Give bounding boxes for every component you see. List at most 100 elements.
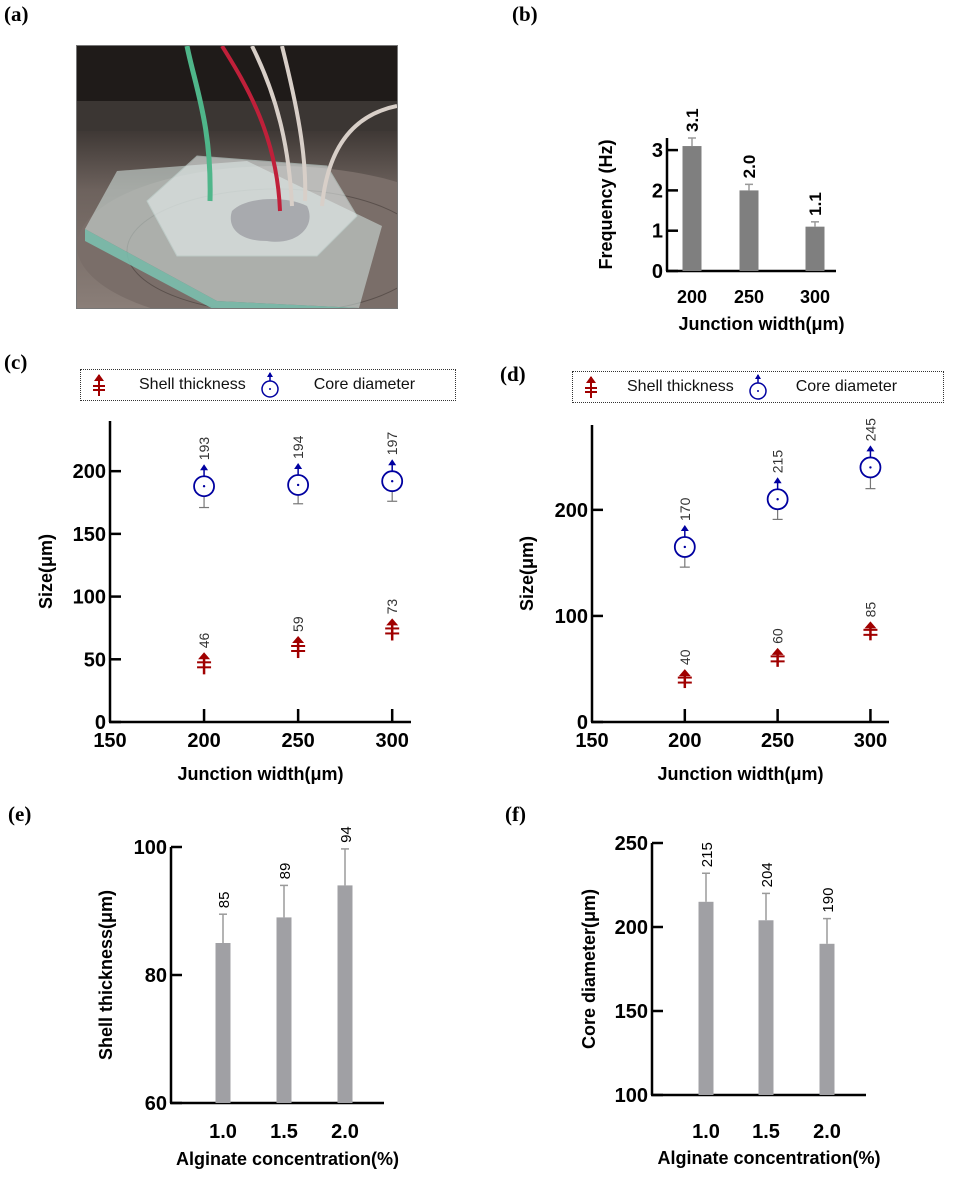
data-label: 1.1 [806,192,825,216]
shell-thickness-point: 73 [384,599,400,641]
y-axis-title: Shell thickness(μm) [96,890,116,1060]
panel-label-b: (b) [512,2,538,26]
arrow-head [680,524,689,531]
data-label: 197 [384,432,400,456]
x-axis-title: Alginate concentration(%) [176,1149,399,1169]
core-diameter-point: 194 [287,435,310,505]
x-tick-label: 250 [761,730,794,752]
data-label: 94 [338,826,355,843]
data-label: 40 [677,649,693,665]
x-tick-label: 300 [376,730,409,752]
arrow-head [866,445,875,452]
data-label: 73 [384,599,400,615]
legend-item-core: Core diameter [748,373,897,401]
y-tick-label: 100 [615,1085,648,1107]
y-tick-label: 50 [84,649,106,671]
y-axis-title: Size(μm) [36,534,56,609]
x-tick-label: 1.0 [209,1121,237,1143]
core-diameter-point: 197 [381,432,404,502]
y-tick-label: 100 [73,587,106,609]
bar [276,917,292,1103]
legend-label-core: Core diameter [313,376,416,393]
core-diameter-point: 170 [673,497,696,568]
data-label: 2.0 [740,155,759,179]
data-label: 170 [677,497,693,521]
x-tick-label: 250 [734,287,764,307]
x-axis-title: Junction width(μm) [178,764,344,784]
y-tick-label: 150 [615,1001,648,1023]
chart-c: 0 50 100 150 200 Size(μm) Junction width(μm) 15… [36,421,411,784]
y-tick-label: 80 [145,965,167,987]
x-tick-label: 150 [93,730,126,752]
bar [682,146,702,271]
panel-label-d: (d) [500,362,526,386]
panel-label-a: (a) [4,2,29,26]
arrow-head [771,647,784,655]
core-diameter-point: 193 [193,437,215,509]
x-tick-label: 200 [668,730,701,752]
marker-dot [390,480,394,483]
shell-thickness-point: 60 [770,628,786,667]
shell-thickness-point: 59 [290,616,306,659]
data-label: 215 [770,450,786,474]
x-tick-label: 2.0 [813,1121,841,1143]
y-tick-label: 200 [555,500,588,522]
x-axis-title: Alginate concentration(%) [657,1148,880,1168]
x-tick-label: 1.0 [692,1121,720,1143]
x-tick-label: 300 [854,730,887,752]
y-axis-title: Size(μm) [517,536,537,611]
y-axis-title: Core diameter(μm) [579,889,599,1049]
legend-c: Shell thickness Core diameter [80,369,456,401]
chart-f: 100 150 200 250 Core diameter(μm) Alginate co… [579,833,881,1168]
bar [337,885,353,1103]
legend-label-core: Core diameter [795,378,898,395]
data-label: 190 [820,888,837,913]
data-label: 46 [196,632,212,648]
data-label: 193 [196,437,212,461]
arrow-head [200,464,209,471]
bar [805,226,825,271]
y-axis-title: Frequency (Hz) [596,139,616,269]
bar [739,190,759,271]
panel-label-f: (f) [505,802,526,826]
legend-d: Shell thickness Core diameter [572,371,944,403]
arrow-head [292,635,305,643]
x-tick-label: 300 [800,287,830,307]
x-tick-label: 150 [575,730,608,752]
panel-label-c: (c) [4,350,28,374]
x-tick-label: 1.5 [752,1121,780,1143]
legend-label-shell: Shell thickness [139,376,246,393]
y-tick-label: 0 [577,712,588,734]
x-tick-label: 200 [677,287,707,307]
marker-dot [683,545,687,549]
data-label: 59 [290,616,306,632]
y-tick-label: 200 [73,461,106,483]
core-diameter-point: 245 [859,418,882,490]
y-tick-label: 2 [652,180,663,202]
data-label: 85 [216,892,233,909]
arrow-head [198,652,211,660]
photo-illustration [77,46,397,308]
x-axis-title: Junction width(μm) [679,314,845,334]
panel-label-e: (e) [8,802,32,826]
data-label: 204 [759,862,776,887]
microfluidic-chip-photo [76,45,398,309]
data-label: 60 [770,628,786,644]
arrow-head [773,477,782,484]
legend-label-shell: Shell thickness [627,378,734,395]
legend-item-core: Core diameter [260,371,415,399]
x-tick-label: 250 [281,730,314,752]
y-tick-label: 0 [95,712,106,734]
arrow-head [386,618,399,626]
bar [758,920,774,1095]
data-label: 89 [277,863,294,880]
legend-item-shell: Shell thickness [91,372,246,398]
y-tick-label: 100 [555,606,588,628]
marker-dot [776,498,779,501]
legend-item-shell: Shell thickness [583,374,734,400]
arrow-head [294,462,303,469]
chart-d: 0 100 200 Size(μm) Junction width(μm) 150 200 2… [517,418,889,784]
y-tick-label: 200 [615,917,648,939]
core-diameter-point: 215 [766,450,789,521]
